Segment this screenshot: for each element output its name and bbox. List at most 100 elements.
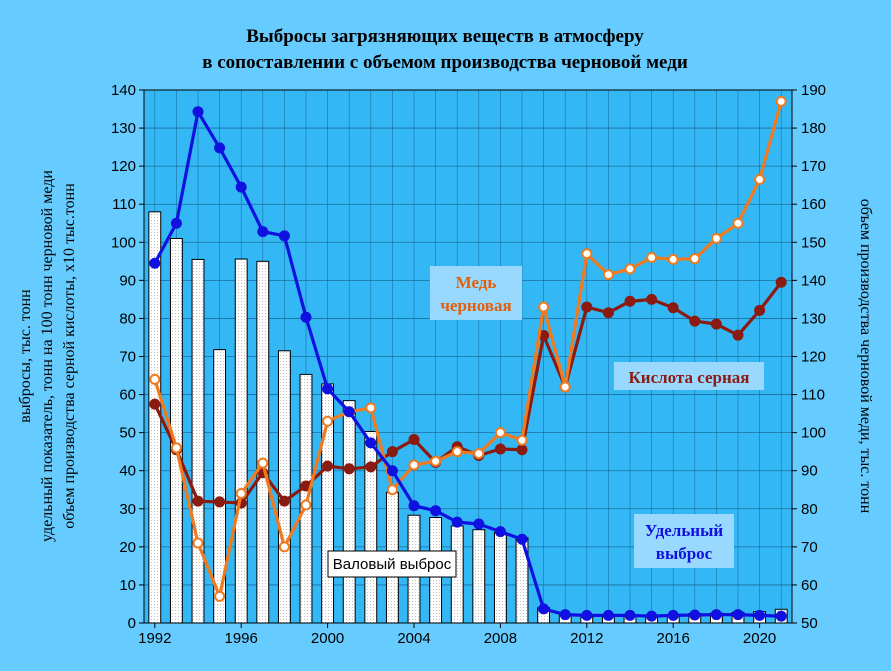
y-left-tick-label: 0 bbox=[128, 615, 136, 632]
specific-label-line-1: Удельный bbox=[645, 521, 724, 540]
point-specific bbox=[430, 505, 442, 517]
bar-gross bbox=[277, 350, 291, 624]
x-tick-label: 2008 bbox=[484, 630, 517, 647]
gross-label: Валовый выброс bbox=[333, 556, 452, 573]
y-right-tick-label: 80 bbox=[801, 501, 818, 518]
gross-label-box bbox=[327, 550, 457, 578]
point-specific bbox=[278, 230, 290, 242]
point-specific bbox=[559, 609, 571, 621]
point-acid bbox=[408, 433, 420, 445]
copper-label-line-2: черновая bbox=[440, 296, 511, 315]
point-acid bbox=[516, 444, 528, 456]
point-acid bbox=[343, 463, 355, 475]
point-acid bbox=[710, 318, 722, 330]
point-acid bbox=[602, 307, 614, 319]
point-copper bbox=[170, 442, 182, 454]
y-left-tick-label: 10 bbox=[119, 577, 136, 594]
y-right-tick-label: 60 bbox=[801, 577, 818, 594]
x-tick-label: 2012 bbox=[570, 630, 603, 647]
point-acid bbox=[494, 443, 506, 455]
point-specific bbox=[732, 609, 744, 621]
point-specific bbox=[754, 609, 766, 621]
y-right-tick-label: 130 bbox=[801, 310, 826, 327]
point-copper bbox=[538, 301, 550, 313]
point-specific bbox=[408, 500, 420, 512]
point-copper bbox=[386, 484, 398, 496]
point-specific bbox=[343, 406, 355, 418]
point-acid bbox=[365, 461, 377, 473]
point-specific bbox=[494, 526, 506, 538]
point-specific bbox=[710, 609, 722, 621]
x-tick-label: 1996 bbox=[225, 630, 258, 647]
point-specific bbox=[473, 518, 485, 530]
point-specific bbox=[624, 609, 636, 621]
point-copper bbox=[494, 427, 506, 439]
y-left-tick-label: 20 bbox=[119, 539, 136, 556]
y-right-tick-label: 90 bbox=[801, 463, 818, 480]
bar-gross bbox=[493, 531, 507, 624]
point-specific bbox=[365, 437, 377, 449]
y-right-label: объем производства черновой меди, тыс. т… bbox=[857, 199, 874, 514]
y-left-tick-label: 90 bbox=[119, 272, 136, 289]
acid-label: Кислота серная bbox=[628, 368, 749, 387]
point-acid bbox=[149, 398, 161, 410]
copper-label-box bbox=[430, 266, 522, 320]
point-specific bbox=[386, 465, 398, 477]
bar-gross bbox=[191, 258, 205, 624]
point-acid bbox=[192, 495, 204, 507]
point-specific bbox=[214, 142, 226, 154]
point-specific bbox=[322, 383, 334, 395]
point-copper bbox=[300, 499, 312, 511]
point-copper bbox=[235, 488, 247, 500]
y-left-tick-label: 120 bbox=[111, 158, 136, 175]
point-copper bbox=[473, 448, 485, 460]
y-left-tick-label: 60 bbox=[119, 387, 136, 404]
point-acid bbox=[689, 315, 701, 327]
specific-label-box bbox=[634, 514, 734, 568]
point-copper bbox=[322, 415, 334, 427]
point-specific bbox=[689, 609, 701, 621]
y-left-tick-label: 70 bbox=[119, 349, 136, 366]
y-left-tick-label: 110 bbox=[112, 196, 136, 213]
bar-gross bbox=[472, 529, 486, 624]
point-acid bbox=[754, 304, 766, 316]
bar-gross bbox=[364, 431, 378, 624]
point-copper bbox=[710, 232, 722, 244]
y-left-tick-label: 80 bbox=[119, 310, 136, 327]
point-copper bbox=[149, 373, 161, 385]
point-copper bbox=[516, 434, 528, 446]
bar-gross bbox=[342, 400, 356, 624]
y-left-tick-label: 130 bbox=[111, 120, 136, 137]
point-copper bbox=[365, 402, 377, 414]
point-specific bbox=[149, 257, 161, 269]
y-left-tick-label: 30 bbox=[119, 501, 136, 518]
point-specific bbox=[451, 516, 463, 528]
y-left-label-line-3: объем производства серной кислоты, х10 т… bbox=[61, 183, 78, 529]
point-acid bbox=[322, 460, 334, 472]
bar-gross bbox=[148, 211, 162, 624]
acid-label-box bbox=[614, 362, 764, 390]
point-copper bbox=[192, 537, 204, 549]
point-specific bbox=[235, 181, 247, 193]
point-copper bbox=[257, 457, 269, 469]
chart-title-line-1: Выбросы загрязняющих веществ в атмосферу bbox=[246, 26, 644, 47]
y-right-tick-label: 140 bbox=[801, 272, 826, 289]
point-acid bbox=[667, 302, 679, 314]
point-acid bbox=[278, 495, 290, 507]
y-right-tick-label: 120 bbox=[801, 349, 826, 366]
point-copper bbox=[624, 263, 636, 275]
point-specific bbox=[667, 609, 679, 621]
point-copper bbox=[602, 269, 614, 281]
point-acid bbox=[624, 295, 636, 307]
y-right-tick-label: 190 bbox=[801, 82, 826, 99]
bar-series-gross bbox=[148, 211, 788, 624]
bar-gross bbox=[234, 258, 248, 624]
point-acid bbox=[581, 301, 593, 313]
point-acid bbox=[732, 329, 744, 341]
point-copper bbox=[278, 541, 290, 553]
point-copper bbox=[581, 248, 593, 260]
point-acid bbox=[386, 446, 398, 458]
y-left-tick-label: 40 bbox=[119, 463, 136, 480]
